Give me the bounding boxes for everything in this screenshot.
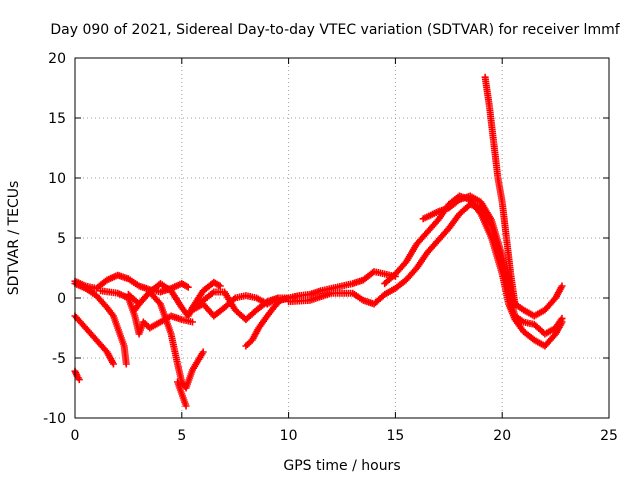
chart-title: Day 090 of 2021, Sidereal Day-to-day VTE… (50, 22, 620, 38)
data-point (109, 360, 117, 368)
y-tick-label: 10 (48, 171, 66, 187)
gridlines (75, 58, 609, 418)
y-tick-label: -10 (43, 411, 66, 427)
series-track-b (71, 280, 130, 368)
data-point (558, 318, 566, 326)
y-tick-label: 0 (57, 291, 66, 307)
x-tick-label: 5 (177, 428, 186, 444)
x-tick-label: 0 (71, 428, 80, 444)
x-tick-label: 25 (600, 428, 618, 444)
data-points (71, 73, 566, 410)
plot-frame (74, 57, 610, 419)
x-tick-label: 10 (280, 428, 298, 444)
data-point (184, 283, 192, 291)
y-tick-label: 15 (48, 111, 66, 127)
data-point (558, 282, 566, 290)
data-point (216, 282, 224, 290)
series-track-k (242, 268, 399, 350)
y-axis-label: SDTVAR / TECUs (6, 181, 22, 296)
x-axis-label: GPS time / hours (283, 458, 400, 474)
y-tick-label: -5 (52, 351, 66, 367)
data-point (75, 376, 83, 384)
y-tick-label: 5 (57, 231, 66, 247)
x-tick-label: 15 (386, 428, 404, 444)
series-track-o (481, 73, 519, 308)
series-track-j (195, 288, 282, 324)
series-track-c (71, 312, 117, 368)
y-tick-label: 20 (48, 51, 66, 67)
tick-labels: 0 5 10 15 20 25 -10 -5 0 5 10 15 20 (43, 51, 618, 444)
x-tick-label: 20 (493, 428, 511, 444)
series-track-g (124, 278, 224, 320)
series-track-m (381, 192, 566, 350)
data-point (511, 300, 519, 308)
series-track-h (174, 378, 190, 410)
data-point (188, 318, 196, 326)
data-point (199, 348, 207, 356)
data-point (122, 360, 130, 368)
data-point (182, 402, 190, 410)
